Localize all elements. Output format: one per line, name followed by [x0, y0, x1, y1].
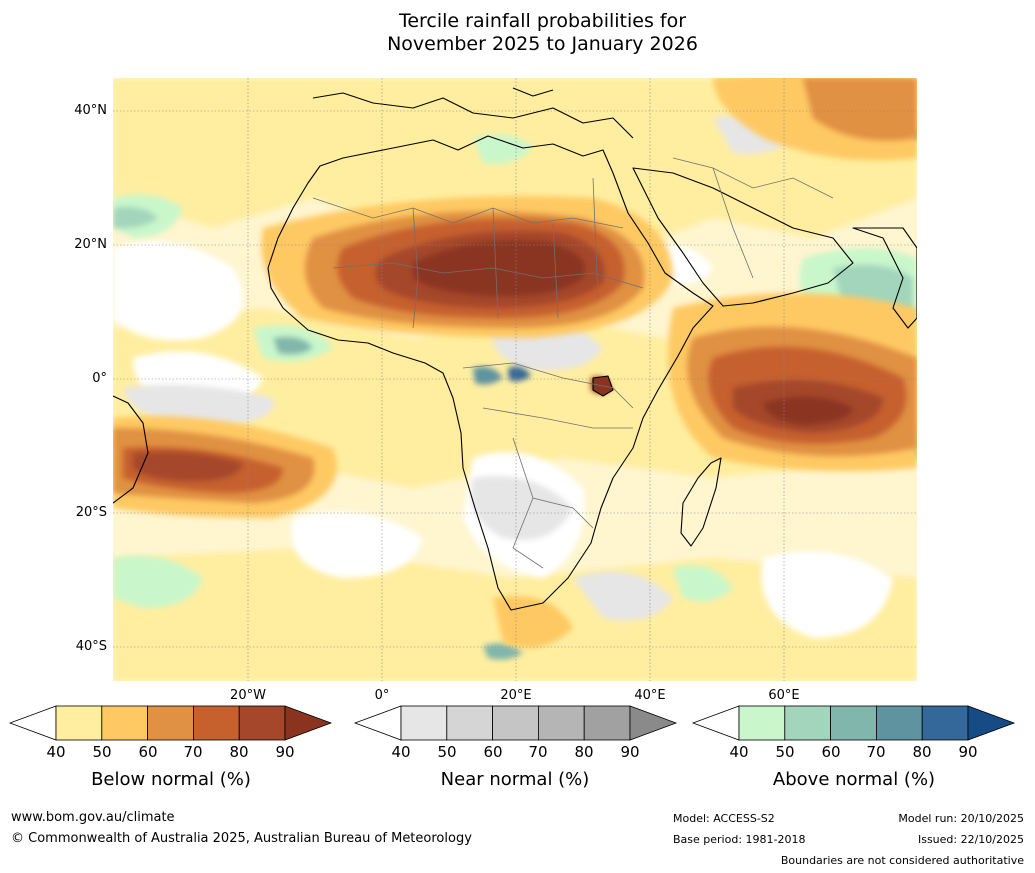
colorbar-label-above-normal: Above normal (%): [772, 769, 936, 790]
map-title-line-1: Tercile rainfall probabilities for: [398, 10, 687, 32]
colorbar-near-high-extend: [629, 705, 678, 741]
colorbar-near-normal-swatches: [353, 705, 678, 741]
africa-coastline: [267, 135, 714, 611]
colorbar-label-below-normal: Below normal (%): [91, 769, 251, 790]
tick-below-80: 80: [229, 743, 249, 761]
tick-near-60: 60: [483, 743, 503, 761]
south-america-coastline: [113, 395, 149, 504]
lat-label-20s: 20°S: [75, 505, 107, 520]
footer-url: www.bom.gov.au/climate: [11, 810, 175, 825]
tick-near-70: 70: [528, 743, 548, 761]
tick-below-40: 40: [46, 743, 66, 761]
colorbar-above-segment-60: [830, 705, 877, 741]
madagascar-coastline: [680, 457, 722, 547]
colorbar-near-segment-50: [446, 705, 494, 741]
colorbar-below-segment-50: [101, 705, 149, 741]
tick-above-60: 60: [821, 743, 841, 761]
colorbar-above-segment-70: [875, 705, 923, 741]
tick-below-60: 60: [138, 743, 158, 761]
lat-label-20n: 20°N: [74, 237, 107, 252]
europe-coastline: [312, 87, 634, 139]
lat-label-40s: 40°S: [75, 639, 107, 654]
colorbar-near-segment-60: [492, 705, 539, 741]
tick-near-80: 80: [574, 743, 594, 761]
lat-label-40n: 40°N: [74, 103, 107, 118]
footer-model-run: Model run: 20/10/2025: [898, 812, 1024, 825]
colorbar-label-near-normal: Near normal (%): [440, 769, 590, 790]
colorbar-near-low-extend: [353, 705, 402, 741]
tick-above-80: 80: [912, 743, 932, 761]
tick-above-70: 70: [866, 743, 886, 761]
colorbar-below-low-extend: [8, 705, 57, 741]
arabia-coastline: [632, 167, 854, 307]
colorbar-near-normal: [353, 705, 678, 741]
colorbar-above-segment-50: [784, 705, 832, 741]
colorbar-above-low-extend: [691, 705, 740, 741]
lon-label-0: 0°: [374, 688, 390, 703]
coastlines: [113, 87, 917, 611]
colorbar-above-segment-80: [921, 705, 969, 741]
colorbar-above-normal-swatches: [691, 705, 1016, 741]
tick-below-90: 90: [275, 743, 295, 761]
footer-model: Model: ACCESS-S2: [673, 812, 775, 825]
tick-below-70: 70: [183, 743, 203, 761]
map-title: Tercile rainfall probabilities for Novem…: [0, 10, 1035, 56]
footer-copyright: © Commonwealth of Australia 2025, Austra…: [11, 831, 472, 846]
colorbar-near-segment-70: [537, 705, 585, 741]
colorbar-below-segment-70: [192, 705, 240, 741]
footer-disclaimer: Boundaries are not considered authoritat…: [780, 854, 1024, 867]
footer-issued: Issued: 22/10/2025: [917, 833, 1024, 846]
colorbar-below-high-extend: [284, 705, 333, 741]
country-borders: [312, 157, 834, 569]
tick-near-90: 90: [620, 743, 640, 761]
tick-above-90: 90: [958, 743, 978, 761]
colorbar-near-segment-40: [400, 705, 448, 741]
colorbar-below-segment-60: [147, 705, 194, 741]
tick-below-50: 50: [92, 743, 112, 761]
lat-label-equator: 0°: [92, 371, 107, 386]
colorbar-below-segment-40: [55, 705, 103, 741]
colorbar-below-normal: [8, 705, 333, 741]
rainfall-probability-map: [113, 78, 917, 681]
colorbar-above-high-extend: [967, 705, 1016, 741]
tick-above-40: 40: [729, 743, 749, 761]
footer-base-period: Base period: 1981-2018: [673, 833, 806, 846]
tick-near-40: 40: [391, 743, 411, 761]
tick-above-50: 50: [775, 743, 795, 761]
map-title-line-2: November 2025 to January 2026: [387, 33, 698, 55]
india-coastline: [852, 227, 917, 329]
graticule: [113, 78, 917, 681]
lon-label-40e: 40°E: [634, 688, 666, 703]
colorbar-above-normal: [691, 705, 1016, 741]
lon-label-20e: 20°E: [500, 688, 532, 703]
colorbar-below-segment-80: [238, 705, 286, 741]
colorbar-below-normal-swatches: [8, 705, 333, 741]
colorbar-near-segment-80: [583, 705, 631, 741]
colorbar-above-segment-40: [738, 705, 786, 741]
lon-label-60e: 60°E: [768, 688, 800, 703]
below-normal-max-areas: [413, 240, 853, 425]
lon-label-20w: 20°W: [230, 688, 266, 703]
tick-near-50: 50: [437, 743, 457, 761]
